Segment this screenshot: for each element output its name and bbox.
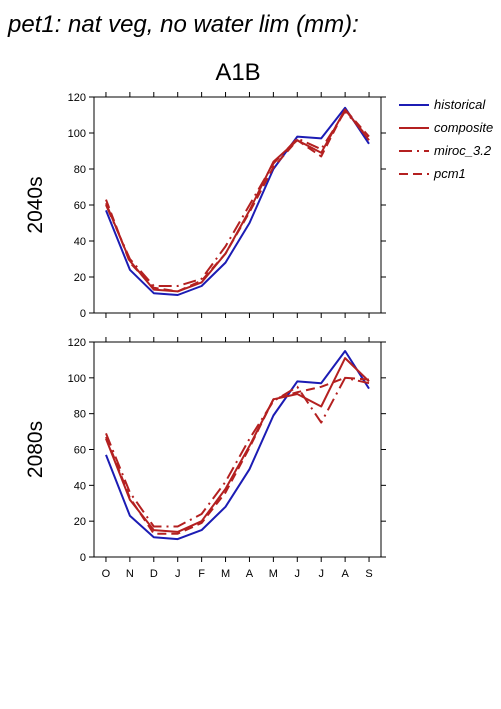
series-line-pcm1 bbox=[105, 108, 370, 293]
y-tick-label: 0 bbox=[80, 552, 86, 564]
y-tick-label: 120 bbox=[68, 337, 86, 349]
legend: historical composite miroc_3.2 pcm1 bbox=[399, 97, 493, 181]
series-line-composite bbox=[105, 357, 370, 533]
y-tick-label: 80 bbox=[74, 409, 86, 421]
series-line-pcm1 bbox=[105, 376, 370, 535]
y-tick-label: 80 bbox=[74, 164, 86, 176]
y-tick-label: 60 bbox=[74, 200, 86, 212]
legend-label: composite bbox=[434, 120, 493, 135]
x-tick-label: O bbox=[102, 568, 111, 580]
x-tick-label: A bbox=[341, 568, 349, 580]
x-tick-label: J bbox=[318, 568, 324, 580]
x-tick-label: N bbox=[126, 568, 134, 580]
y-tick-label: 100 bbox=[68, 128, 86, 140]
series-line-historical bbox=[105, 350, 370, 541]
y-tick-label: 0 bbox=[80, 308, 86, 320]
series-line-miroc-3-2 bbox=[105, 110, 370, 287]
x-tick-label: A bbox=[246, 568, 254, 580]
panel-row-label: 2080s bbox=[24, 421, 47, 478]
y-tick-label: 40 bbox=[74, 480, 86, 492]
y-tick-label: 40 bbox=[74, 236, 86, 248]
x-tick-label: F bbox=[198, 568, 205, 580]
y-tick-label: 60 bbox=[74, 445, 86, 457]
y-tick-label: 20 bbox=[74, 272, 86, 284]
series-line-historical bbox=[105, 106, 370, 296]
x-tick-label: S bbox=[365, 568, 372, 580]
y-tick-label: 120 bbox=[68, 92, 86, 104]
plot-frame bbox=[93, 96, 382, 314]
x-tick-label: D bbox=[150, 568, 158, 580]
panel-row-label: 2040s bbox=[24, 176, 47, 233]
x-tick-label: M bbox=[221, 568, 230, 580]
panel-2080s: 0 20 40 60 80 100 120 O N D J F M A M J J A S 2080s bbox=[24, 337, 386, 580]
x-tick-label: M bbox=[269, 568, 278, 580]
x-tick-label: J bbox=[295, 568, 301, 580]
scenario-title: A1B bbox=[215, 59, 260, 86]
figure-title: pet1: nat veg, no water lim (mm): bbox=[7, 11, 359, 38]
y-tick-label: 20 bbox=[74, 516, 86, 528]
legend-label: pcm1 bbox=[433, 166, 466, 181]
legend-label: miroc_3.2 bbox=[434, 143, 492, 158]
panel-2040s: 0 20 40 60 80 100 120 2040s bbox=[24, 92, 386, 320]
series-line-miroc-3-2 bbox=[105, 376, 370, 528]
legend-label: historical bbox=[434, 97, 486, 112]
x-tick-label: J bbox=[175, 568, 181, 580]
y-tick-label: 100 bbox=[68, 373, 86, 385]
